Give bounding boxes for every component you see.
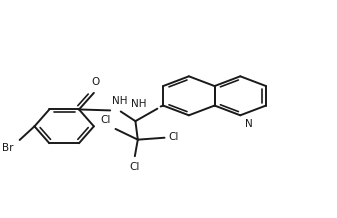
Text: O: O [91,77,100,87]
Text: NH: NH [112,96,127,106]
Text: NH: NH [131,99,147,109]
Text: Br: Br [2,143,14,153]
Text: Cl: Cl [168,132,179,142]
Text: Cl: Cl [100,115,111,125]
Text: Cl: Cl [130,162,140,172]
Text: N: N [245,119,253,129]
